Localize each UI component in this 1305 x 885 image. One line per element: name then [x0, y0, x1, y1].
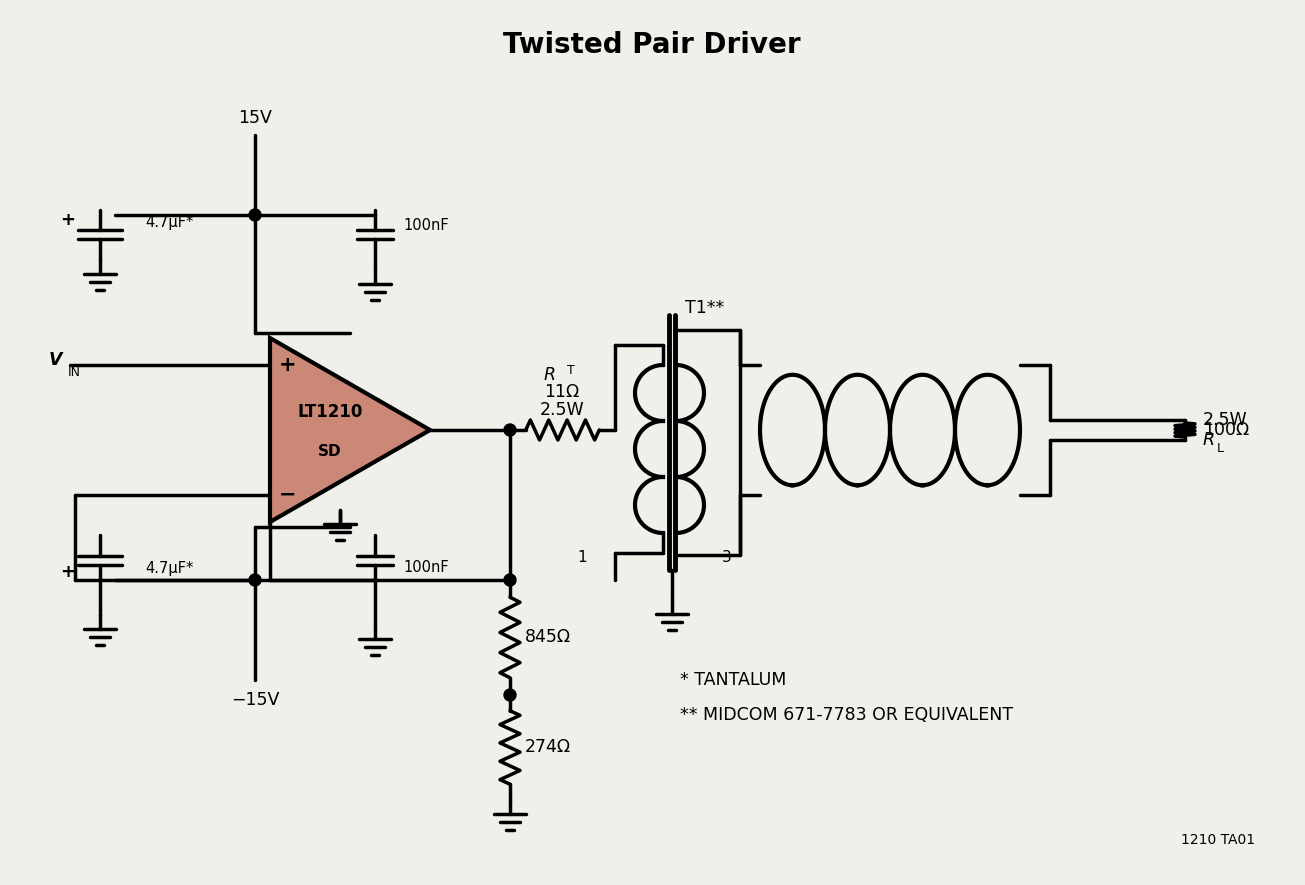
Text: 100nF: 100nF — [403, 218, 449, 233]
Text: −15V: −15V — [231, 691, 279, 709]
Text: 11Ω: 11Ω — [544, 383, 579, 401]
Text: +: + — [60, 563, 76, 581]
Text: LT1210: LT1210 — [298, 403, 363, 421]
Text: ** MIDCOM 671-7783 OR EQUIVALENT: ** MIDCOM 671-7783 OR EQUIVALENT — [680, 706, 1013, 724]
Circle shape — [504, 574, 515, 586]
Text: T: T — [566, 364, 574, 376]
Text: * TANTALUM: * TANTALUM — [680, 671, 787, 689]
Text: R: R — [1203, 431, 1215, 449]
Text: 2.5W: 2.5W — [540, 401, 585, 419]
Text: 274Ω: 274Ω — [525, 738, 572, 756]
Text: 4.7μF*: 4.7μF* — [145, 216, 193, 230]
Text: 1: 1 — [577, 550, 587, 566]
Text: 2.5W: 2.5W — [1203, 411, 1248, 429]
Text: +: + — [60, 211, 76, 229]
Text: 1210 TA01: 1210 TA01 — [1181, 833, 1255, 847]
Circle shape — [504, 424, 515, 436]
Text: 4.7μF*: 4.7μF* — [145, 560, 193, 575]
Text: IN: IN — [68, 366, 81, 380]
Text: 15V: 15V — [238, 109, 271, 127]
Circle shape — [249, 574, 261, 586]
Text: +: + — [279, 355, 296, 375]
Text: 100nF: 100nF — [403, 560, 449, 575]
Text: R: R — [544, 366, 556, 384]
Polygon shape — [270, 338, 431, 522]
Text: −: − — [279, 485, 296, 505]
Text: SD: SD — [318, 444, 342, 459]
Text: T1**: T1** — [685, 299, 724, 317]
Text: 3: 3 — [722, 550, 732, 566]
Text: 845Ω: 845Ω — [525, 628, 572, 646]
Text: Twisted Pair Driver: Twisted Pair Driver — [504, 31, 801, 59]
Text: L: L — [1218, 442, 1224, 455]
Circle shape — [249, 209, 261, 221]
Circle shape — [504, 689, 515, 701]
Text: V: V — [48, 351, 63, 369]
Text: 100Ω: 100Ω — [1203, 421, 1249, 439]
